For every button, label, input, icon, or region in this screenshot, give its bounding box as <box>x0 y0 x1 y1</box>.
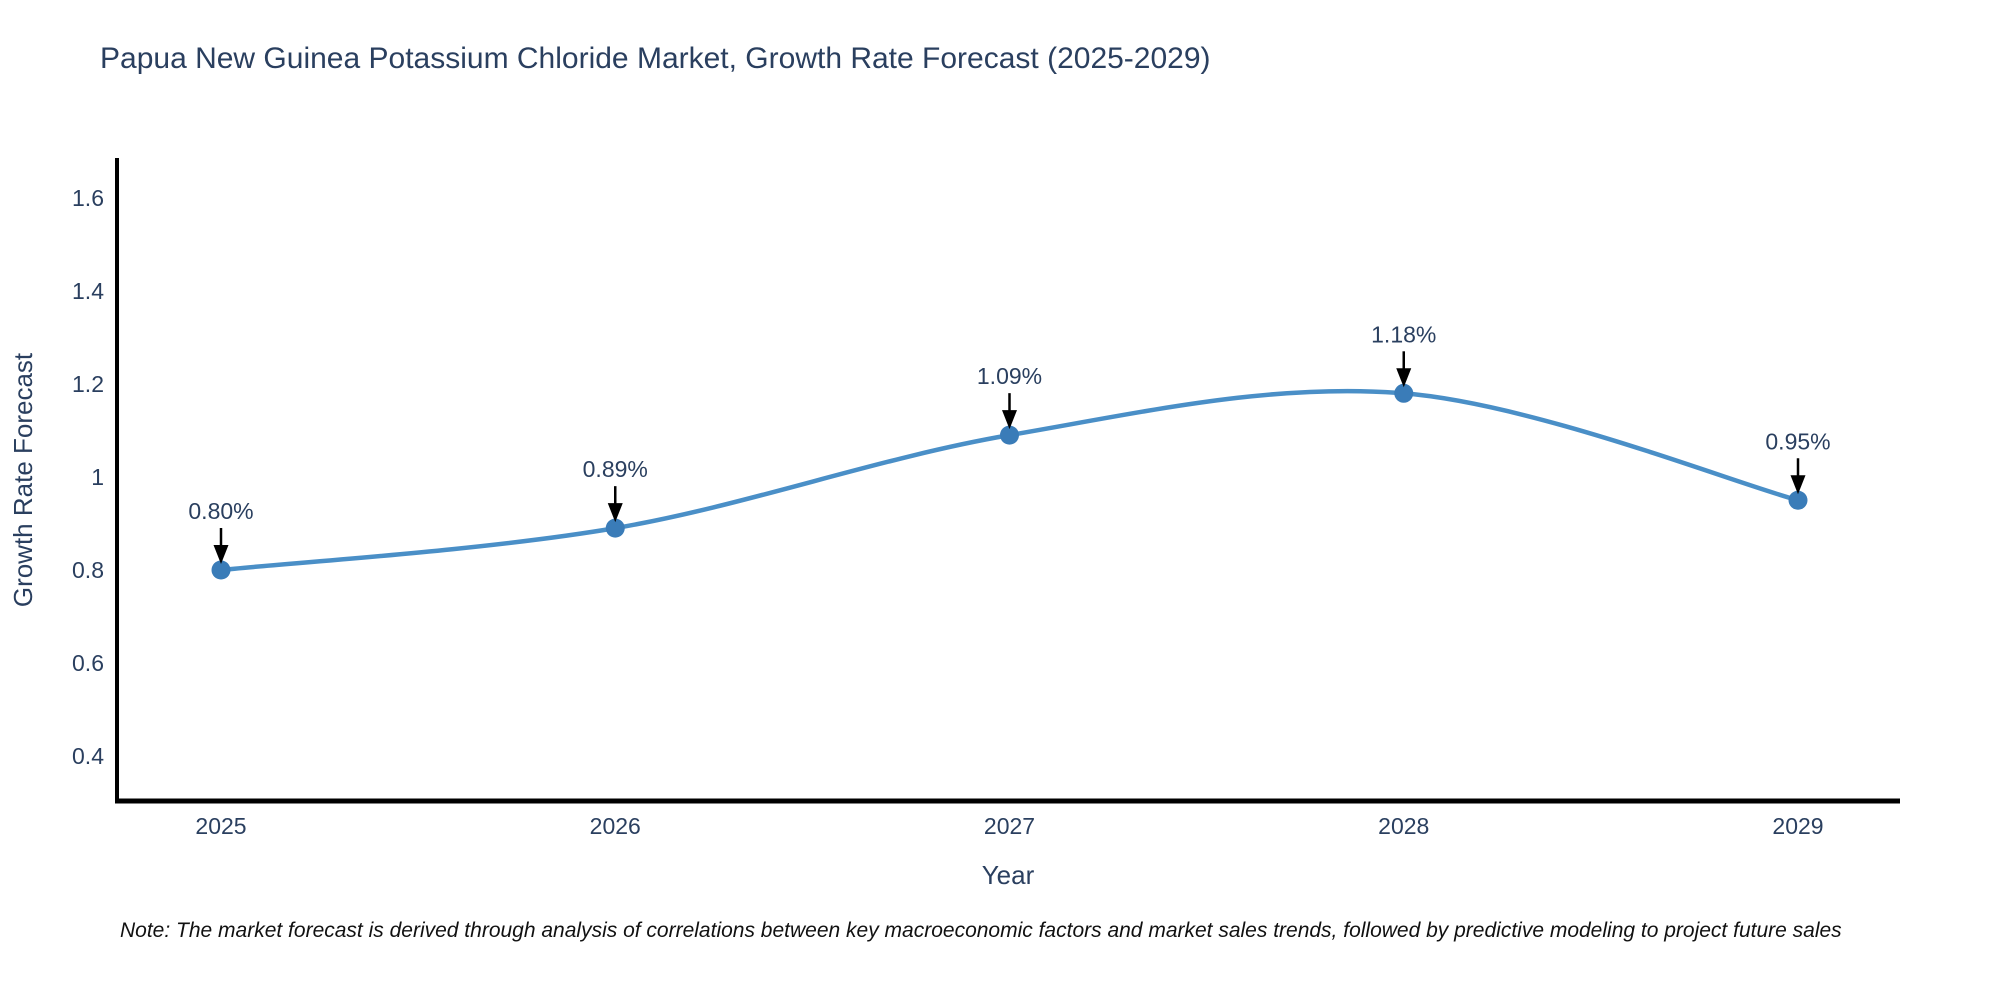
chart-title: Papua New Guinea Potassium Chloride Mark… <box>100 42 1211 75</box>
y-tick-label: 0.4 <box>72 743 104 769</box>
data-point-marker <box>605 518 625 538</box>
y-tick-label: 0.6 <box>72 650 104 676</box>
x-tick-label: 2025 <box>195 813 246 839</box>
data-point-label: 1.18% <box>1371 321 1436 347</box>
data-point-marker <box>211 560 231 580</box>
y-tick-label: 1.2 <box>72 371 104 397</box>
x-tick-label: 2028 <box>1378 813 1429 839</box>
data-point-marker <box>1394 383 1414 403</box>
forecast-methodology-note: Note: The market forecast is derived thr… <box>120 919 1842 942</box>
x-tick-label: 2029 <box>1772 813 1823 839</box>
data-point-marker <box>1788 490 1808 510</box>
x-tick-label: 2027 <box>984 813 1035 839</box>
data-point-label: 0.80% <box>188 498 253 524</box>
x-axis-title: Year <box>982 860 1035 890</box>
data-point-marker <box>1000 425 1019 445</box>
data-point-label: 0.89% <box>583 456 648 482</box>
annotation-arrowhead-icon <box>1790 475 1806 495</box>
y-axis-title: Growth Rate Forecast <box>8 352 38 607</box>
y-tick-label: 1 <box>91 464 104 490</box>
annotation-arrowhead-icon <box>213 545 229 564</box>
y-tick-label: 0.8 <box>72 557 104 583</box>
y-tick-label: 1.6 <box>72 185 104 211</box>
y-tick-label: 1.4 <box>72 278 104 304</box>
annotation-arrowhead-icon <box>607 503 623 523</box>
x-tick-label: 2026 <box>590 813 641 839</box>
growth-rate-line-chart: 0.4 0.6 0.8 1 1.2 1.4 1.6 2025 2026 2027 2028 2029 Y… <box>8 158 1900 890</box>
annotation-arrowhead-icon <box>1002 410 1017 430</box>
data-point-label: 1.09% <box>977 363 1042 389</box>
data-point-label: 0.95% <box>1765 428 1830 454</box>
annotation-arrowhead-icon <box>1396 368 1412 388</box>
